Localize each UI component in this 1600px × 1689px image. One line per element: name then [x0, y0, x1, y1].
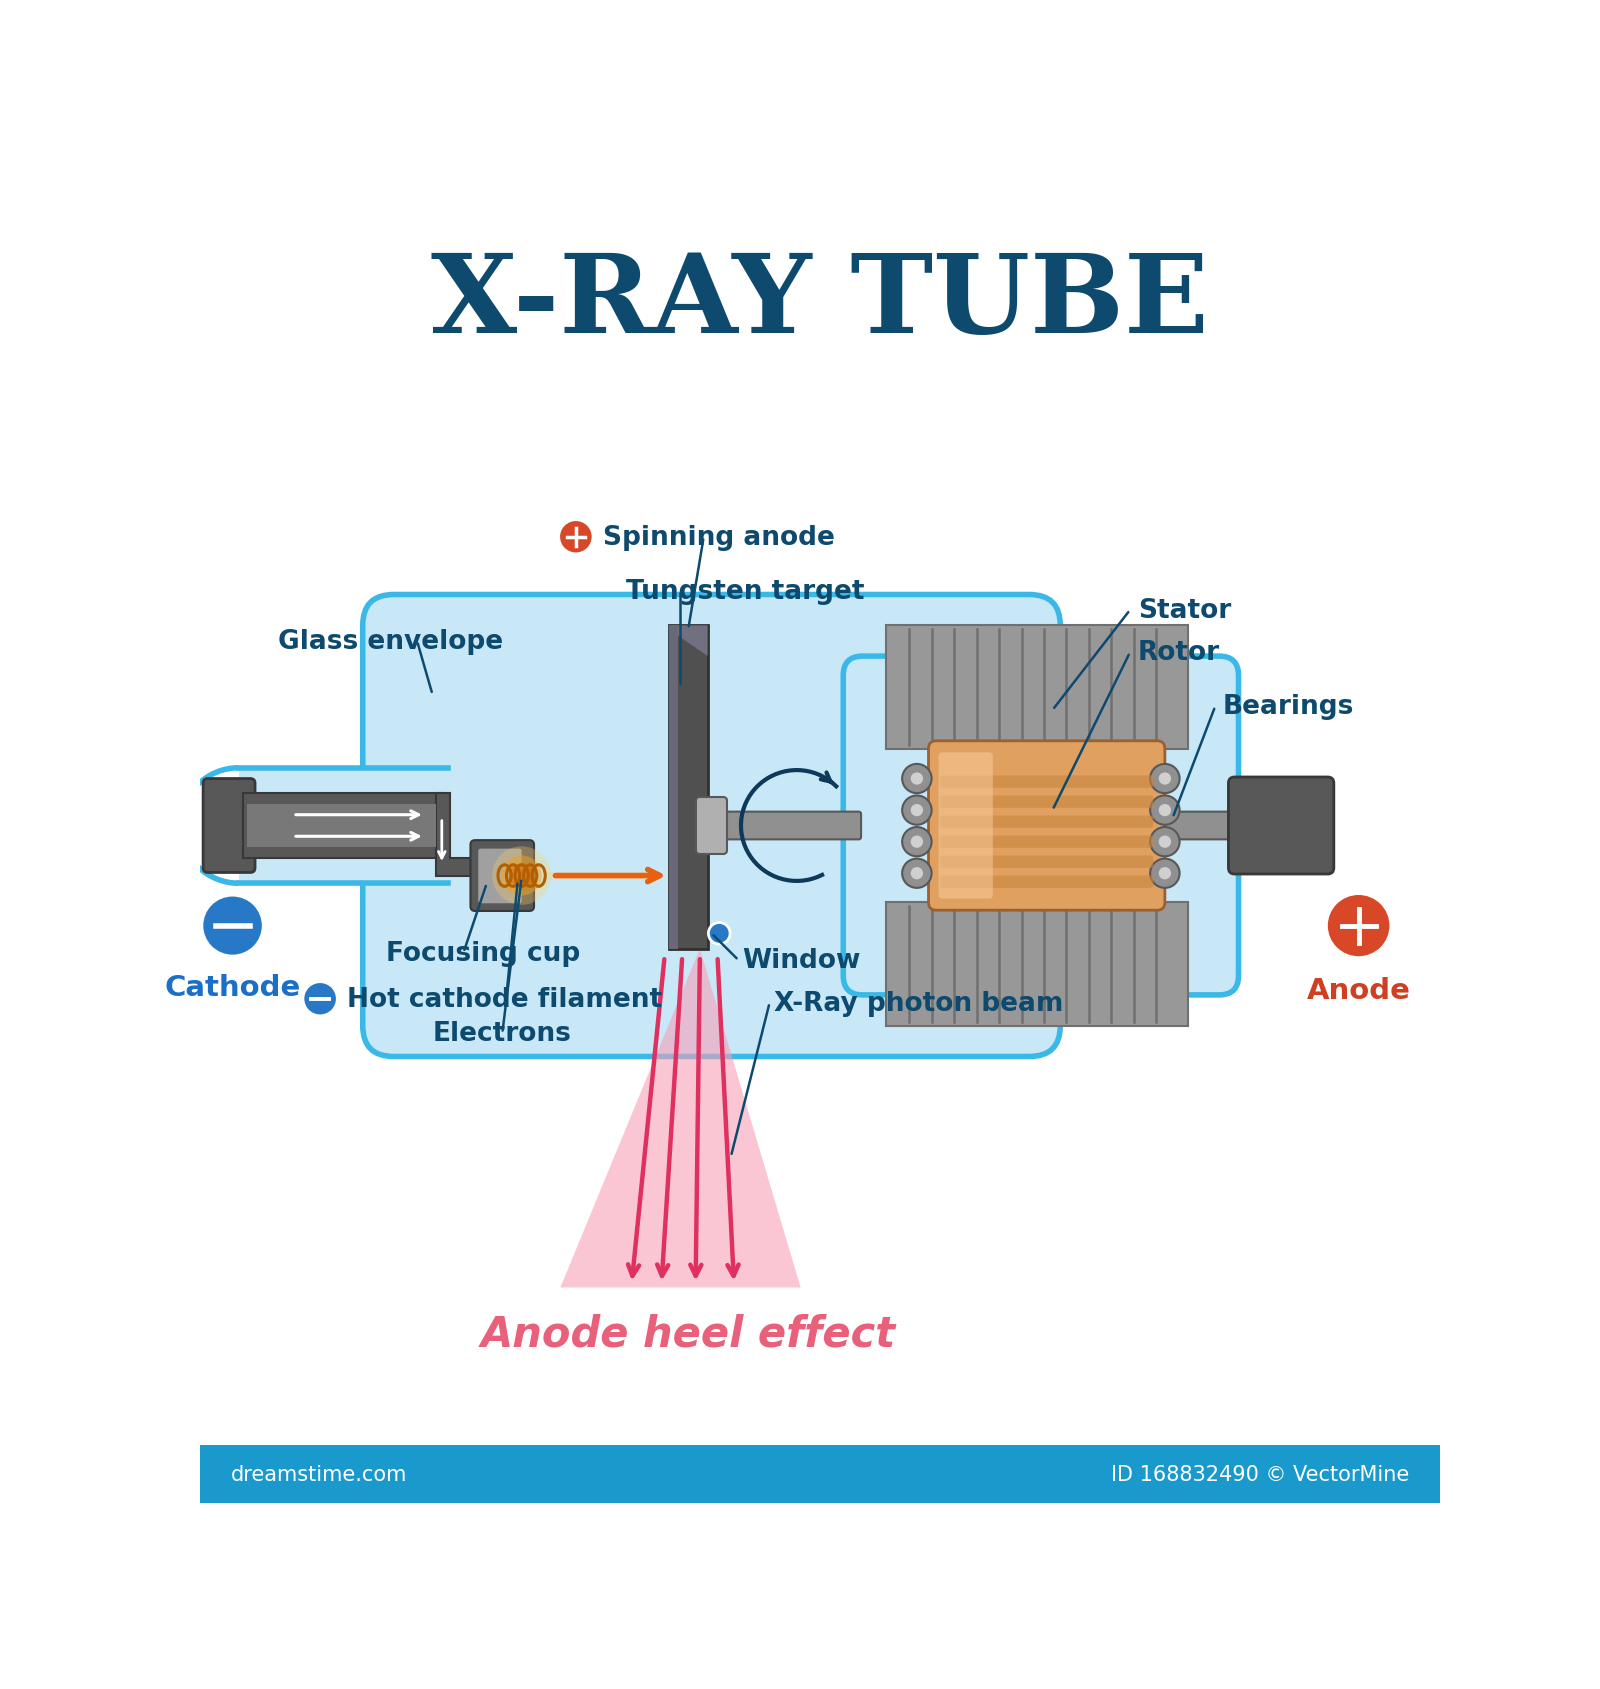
Text: dreamstime.com: dreamstime.com [230, 1464, 408, 1485]
Text: Anode: Anode [1307, 976, 1411, 1003]
Text: Cathode: Cathode [165, 975, 301, 1002]
Circle shape [902, 828, 931, 856]
Circle shape [1150, 765, 1179, 794]
Text: Electrons: Electrons [432, 1020, 571, 1047]
Polygon shape [669, 627, 707, 949]
Text: Stator: Stator [1138, 598, 1230, 623]
Text: Tungsten target: Tungsten target [626, 578, 864, 605]
Text: X-Ray photon beam: X-Ray photon beam [773, 990, 1062, 1017]
Circle shape [902, 765, 931, 794]
Bar [886, 627, 1189, 748]
FancyBboxPatch shape [941, 816, 1154, 828]
Circle shape [910, 868, 923, 880]
Bar [238, 768, 464, 883]
FancyBboxPatch shape [478, 850, 522, 904]
Circle shape [910, 804, 923, 817]
Text: Rotor: Rotor [1138, 640, 1219, 665]
FancyBboxPatch shape [941, 796, 1154, 809]
Text: Bearings: Bearings [1222, 694, 1354, 720]
Bar [246, 804, 437, 848]
Circle shape [202, 895, 264, 958]
Circle shape [1158, 804, 1171, 817]
Bar [669, 627, 678, 949]
FancyBboxPatch shape [941, 775, 1154, 789]
Bar [243, 794, 445, 858]
Circle shape [910, 836, 923, 848]
Circle shape [302, 983, 338, 1017]
Text: Hot cathode filament: Hot cathode filament [347, 986, 662, 1012]
FancyBboxPatch shape [696, 797, 726, 855]
Text: Spinning anode: Spinning anode [603, 525, 835, 551]
Text: Focusing cup: Focusing cup [386, 941, 581, 966]
FancyBboxPatch shape [470, 841, 534, 912]
FancyBboxPatch shape [1229, 777, 1334, 875]
Circle shape [1150, 828, 1179, 856]
Text: Window: Window [742, 948, 861, 973]
Text: Anode heel effect: Anode heel effect [480, 1312, 896, 1355]
Circle shape [558, 520, 594, 554]
Circle shape [902, 860, 931, 888]
Polygon shape [669, 627, 707, 657]
Circle shape [1158, 836, 1171, 848]
FancyBboxPatch shape [1022, 812, 1245, 839]
Circle shape [1150, 860, 1179, 888]
Circle shape [709, 922, 730, 944]
Circle shape [509, 863, 534, 888]
Bar [886, 904, 1189, 1027]
FancyBboxPatch shape [941, 836, 1154, 848]
Bar [200, 1446, 1440, 1503]
FancyBboxPatch shape [928, 741, 1165, 910]
Circle shape [493, 846, 550, 905]
Text: Glass envelope: Glass envelope [277, 628, 502, 654]
FancyBboxPatch shape [203, 779, 254, 873]
Text: ID 168832490 © VectorMine: ID 168832490 © VectorMine [1110, 1464, 1410, 1485]
FancyBboxPatch shape [939, 753, 994, 899]
Circle shape [910, 774, 923, 785]
Text: X-RAY TUBE: X-RAY TUBE [430, 250, 1210, 356]
Circle shape [501, 856, 542, 897]
FancyBboxPatch shape [701, 812, 861, 839]
Bar [1006, 780, 1037, 872]
Circle shape [1158, 868, 1171, 880]
Circle shape [1158, 774, 1171, 785]
Circle shape [1326, 893, 1390, 958]
Bar [1014, 775, 1154, 877]
FancyBboxPatch shape [363, 595, 1061, 1057]
FancyBboxPatch shape [843, 657, 1238, 995]
Bar [437, 772, 475, 880]
Circle shape [902, 796, 931, 826]
Circle shape [1150, 796, 1179, 826]
FancyBboxPatch shape [941, 877, 1154, 888]
Polygon shape [560, 949, 800, 1287]
Polygon shape [437, 794, 475, 877]
FancyBboxPatch shape [941, 856, 1154, 868]
